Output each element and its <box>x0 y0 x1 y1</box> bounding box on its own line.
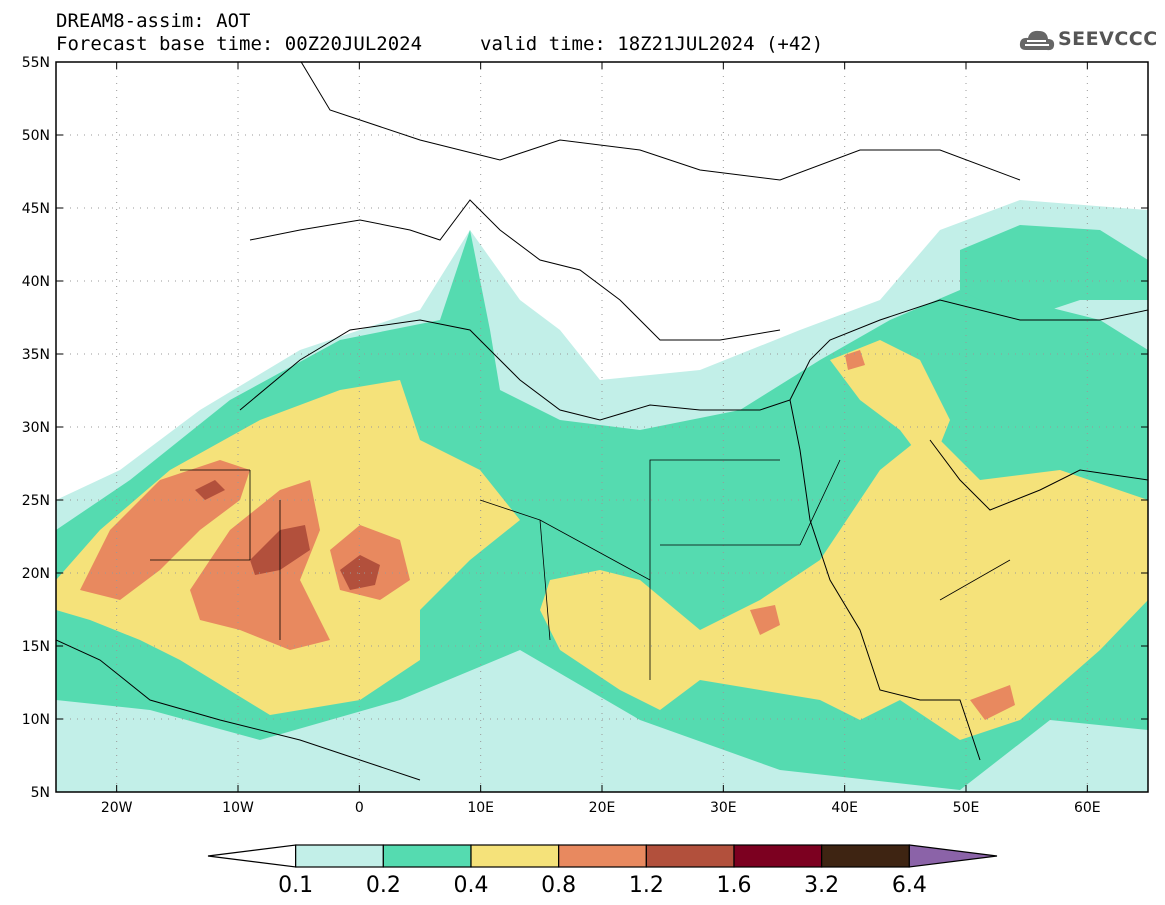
colorbar-tick-label: 6.4 <box>892 873 927 898</box>
lon-label: 40E <box>831 800 858 816</box>
lon-label: 20E <box>589 800 616 816</box>
graticule <box>56 62 1148 792</box>
lat-label: 20N <box>22 566 50 582</box>
colorbar-tick-label: 1.2 <box>629 873 664 898</box>
colorbar-segment <box>558 844 647 868</box>
lat-label: 10N <box>22 712 50 728</box>
map-title: DREAM8-assim: AOT <box>56 10 251 32</box>
lon-label: 50E <box>953 800 980 816</box>
valid-time: valid time: 18Z21JUL2024 (+42) <box>480 33 824 55</box>
lat-label: 50N <box>22 128 50 144</box>
colorbar-labels: 0.1 0.2 0.4 0.8 1.2 1.6 3.2 6.4 <box>278 873 927 898</box>
colorbar-tick-label: 3.2 <box>804 873 839 898</box>
lat-label: 55N <box>22 55 50 71</box>
lon-label: 20W <box>101 800 133 816</box>
colorbar-min-triangle <box>207 844 297 868</box>
lon-label: 10W <box>222 800 254 816</box>
axis-ticks <box>56 61 1148 793</box>
lat-label: 40N <box>22 274 50 290</box>
forecast-base-time: Forecast base time: 00Z20JUL2024 <box>56 33 423 55</box>
lat-label: 35N <box>22 347 50 363</box>
lat-label: 45N <box>22 201 50 217</box>
longitude-labels: 20W 10W 0 10E 20E 30E 40E 50E 60E <box>101 800 1101 816</box>
lat-label: 30N <box>22 420 50 436</box>
lat-label: 15N <box>22 639 50 655</box>
lon-label: 60E <box>1074 800 1101 816</box>
country-borders <box>150 459 1011 680</box>
colorbar-segment <box>821 844 910 868</box>
seevccc-logo: SEEVCCC <box>1018 24 1157 58</box>
colorbar-segment <box>645 844 735 868</box>
lat-label: 25N <box>22 493 50 509</box>
colorbar-tick-label: 0.2 <box>366 873 401 898</box>
colorbar-segment <box>295 844 384 868</box>
lon-label: 30E <box>710 800 737 816</box>
lat-label: 5N <box>31 785 50 801</box>
cloud-icon <box>1019 30 1055 51</box>
colorbar <box>207 844 998 868</box>
lon-label: 10E <box>467 800 494 816</box>
colorbar-tick-label: 0.8 <box>541 873 576 898</box>
colorbar-tick-label: 0.4 <box>454 873 489 898</box>
colorbar-max-triangle <box>908 844 998 868</box>
colorbar-segment <box>470 844 560 868</box>
colorbar-segment <box>733 844 823 868</box>
colorbar-tick-label: 1.6 <box>717 873 752 898</box>
colorbar-tick-label: 0.1 <box>278 873 313 898</box>
lon-label: 0 <box>355 800 364 816</box>
coastlines <box>56 62 1148 781</box>
colorbar-segment <box>382 844 472 868</box>
logo-text: SEEVCCC <box>1058 28 1158 50</box>
latitude-labels: 55N 50N 45N 40N 35N 30N 25N 20N 15N 10N 5N <box>22 55 50 801</box>
